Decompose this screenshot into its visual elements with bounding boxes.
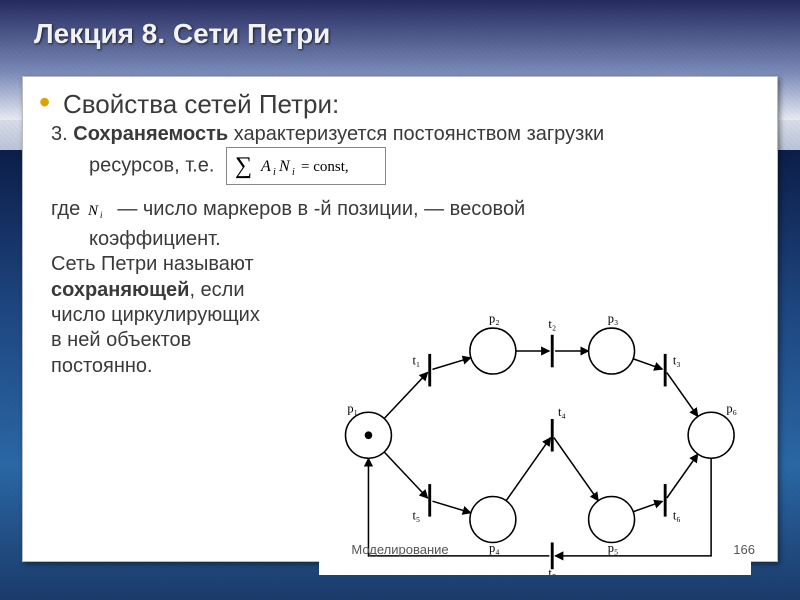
bullet-heading: Свойства сетей Петри: [63,89,757,120]
line-3c: коэффициент. [89,227,757,251]
svg-text:p₂: p₂ [489,311,500,325]
svg-text:t₇: t₇ [548,566,556,575]
line-1: 3. Сохраняемость характеризуется постоян… [51,122,757,146]
svg-text:N: N [88,203,99,219]
svg-text:t₆: t₆ [673,508,681,522]
line1-rest: характеризуется постоянством загрузки [228,123,604,145]
line-2: ресурсов, т.е. ∑ A i N i = const, [89,147,757,185]
line3a: где [51,198,86,220]
footer-page: 166 [733,542,755,557]
line3b: — число маркеров в -й позиции, — весовой [117,198,525,220]
var-ni: Ni [86,201,112,225]
line-5: сохраняющей, если [51,278,757,302]
svg-text:= const,: = const, [301,159,349,175]
svg-text:p₁: p₁ [347,401,358,415]
svg-text:N: N [278,158,291,175]
svg-text:A: A [260,158,271,175]
svg-text:i: i [273,167,276,178]
slide-title: Лекция 8. Сети Петри [34,18,330,50]
svg-text:t₂: t₂ [548,317,556,331]
svg-text:t₃: t₃ [673,353,681,367]
svg-text:i: i [292,167,295,178]
line2-text: ресурсов, т.е. [89,155,214,177]
svg-text:∑: ∑ [235,153,252,179]
svg-text:p₃: p₃ [608,311,619,325]
svg-text:i: i [100,210,103,219]
line-4: Сеть Петри называют [51,252,757,276]
svg-text:t₁: t₁ [412,353,420,367]
svg-text:p₆: p₆ [726,401,737,415]
line5-strong: сохраняющей [51,279,189,301]
slide: Лекция 8. Сети Петри Свойства сетей Петр… [0,0,800,600]
footer-label: Моделирование [23,542,777,557]
content-box: Свойства сетей Петри: 3. Сохраняемость х… [22,76,778,562]
line5-rest: , если [189,279,244,301]
formula-box: ∑ A i N i = const, [226,147,386,185]
svg-text:t₅: t₅ [412,508,420,522]
svg-text:t₄: t₄ [558,405,566,419]
formula-svg: ∑ A i N i = const, [235,151,375,181]
line1-num: 3. [51,123,73,145]
line1-term: Сохраняемость [73,123,228,145]
petri-diagram: t₁t₂t₃t₄t₅t₆t₇p₁p₂p₃p₄p₅p₆ [319,307,751,575]
line-3: где Ni — число маркеров в -й позиции, — … [51,197,757,225]
